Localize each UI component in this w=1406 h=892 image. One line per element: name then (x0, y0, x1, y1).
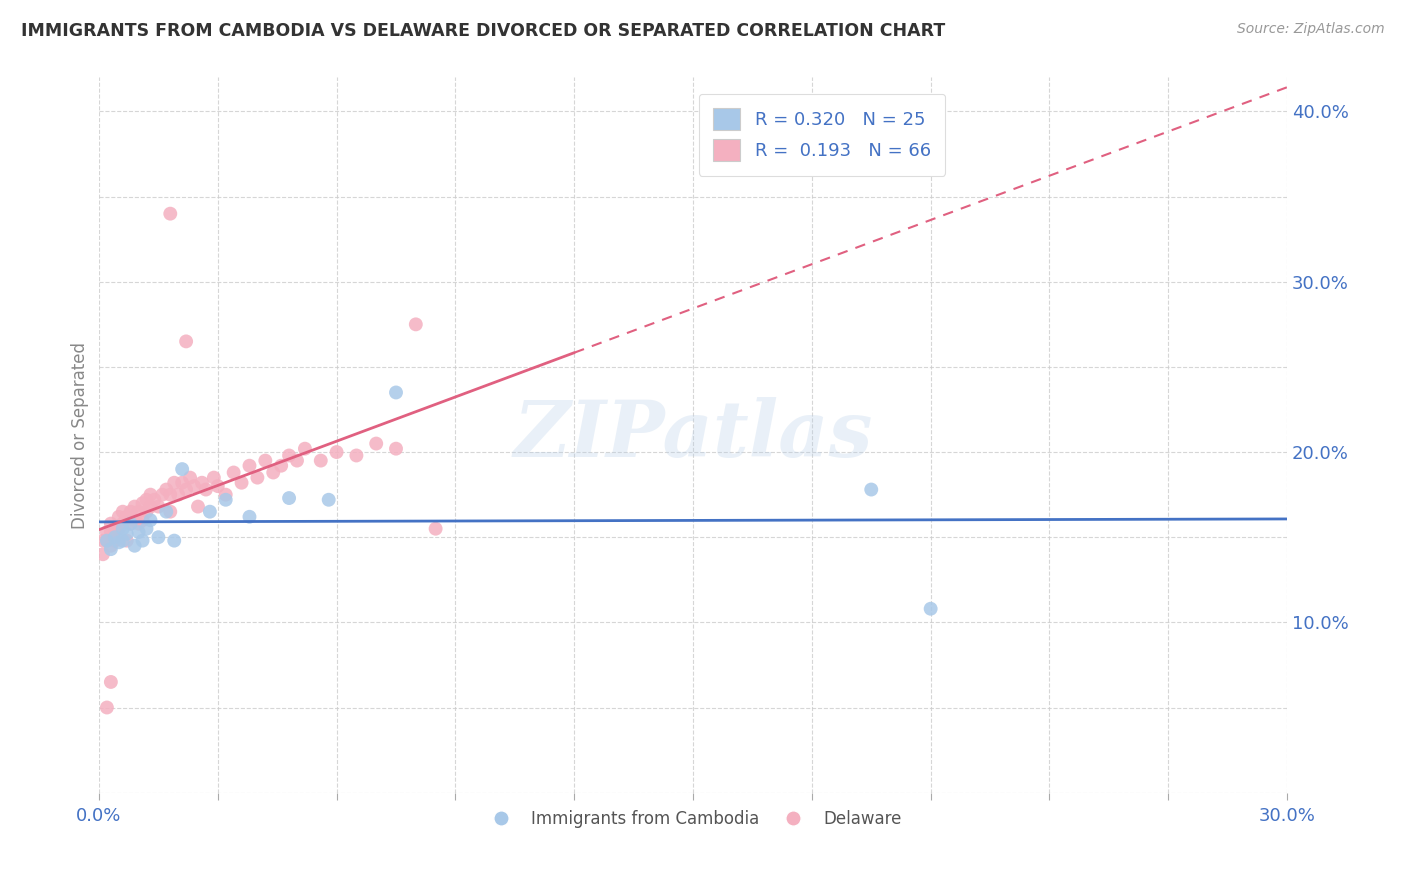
Point (115, 526, 138, 541)
Point (96, 533, 118, 548)
Legend: Immigrants from Cambodia, Delaware: Immigrants from Cambodia, Delaware (478, 803, 908, 834)
Text: Source: ZipAtlas.com: Source: ZipAtlas.com (1237, 22, 1385, 37)
Point (104, 533, 127, 548)
Point (100, 542, 122, 557)
Point (120, 505, 142, 519)
Point (174, 483, 197, 497)
Point (120, 516, 142, 531)
Point (104, 530, 127, 544)
Point (262, 466, 284, 480)
Point (174, 334, 197, 349)
Point (198, 505, 221, 519)
Point (131, 496, 153, 510)
Point (860, 483, 883, 497)
Point (172, 462, 194, 476)
Point (191, 475, 214, 490)
Point (167, 488, 190, 502)
Point (131, 533, 153, 548)
Point (163, 475, 186, 490)
Text: ZIPatlas: ZIPatlas (513, 397, 873, 474)
Point (100, 539, 122, 553)
Point (91, 547, 114, 561)
Point (120, 516, 142, 531)
Point (111, 522, 134, 536)
Point (920, 601, 942, 615)
Point (148, 500, 170, 514)
Point (100, 516, 122, 531)
Point (325, 445, 347, 459)
Point (135, 492, 157, 507)
Point (163, 533, 186, 548)
Point (100, 675, 122, 690)
Point (254, 453, 277, 467)
Point (128, 525, 150, 540)
Point (128, 516, 150, 531)
Point (107, 509, 129, 524)
Point (294, 442, 316, 456)
Point (131, 513, 153, 527)
Point (425, 522, 447, 536)
Point (155, 483, 177, 497)
Point (150, 488, 173, 502)
Point (215, 488, 238, 502)
Point (231, 475, 253, 490)
Point (318, 492, 340, 507)
Point (148, 530, 170, 544)
Point (91, 533, 114, 548)
Point (270, 458, 292, 473)
Point (139, 513, 162, 527)
Point (202, 470, 225, 484)
Point (172, 475, 194, 490)
Point (187, 500, 209, 514)
Point (124, 513, 146, 527)
Point (96, 700, 118, 714)
Point (159, 505, 181, 519)
Text: IMMIGRANTS FROM CAMBODIA VS DELAWARE DIVORCED OR SEPARATED CORRELATION CHART: IMMIGRANTS FROM CAMBODIA VS DELAWARE DIV… (21, 22, 945, 40)
Point (139, 488, 162, 502)
Point (238, 509, 260, 524)
Point (135, 522, 157, 536)
Y-axis label: Divorced or Separated: Divorced or Separated (72, 342, 89, 529)
Point (96, 533, 118, 548)
Point (207, 479, 229, 493)
Point (405, 318, 427, 332)
Point (111, 533, 134, 548)
Point (115, 533, 138, 548)
Point (215, 492, 238, 507)
Point (100, 525, 122, 540)
Point (96, 525, 118, 540)
Point (135, 505, 157, 519)
Point (366, 436, 388, 450)
Point (155, 505, 177, 519)
Point (278, 449, 301, 463)
Point (385, 442, 408, 456)
Point (111, 505, 134, 519)
Point (124, 539, 146, 553)
Point (285, 453, 308, 467)
Point (124, 500, 146, 514)
Point (159, 488, 181, 502)
Point (143, 492, 166, 507)
Point (183, 479, 205, 493)
Point (107, 522, 129, 536)
Point (128, 505, 150, 519)
Point (278, 491, 301, 505)
Point (104, 522, 127, 536)
Point (179, 470, 201, 484)
Point (309, 453, 332, 467)
Point (139, 500, 162, 514)
Point (222, 466, 245, 480)
Point (385, 385, 408, 400)
Point (194, 483, 217, 497)
Point (107, 535, 129, 549)
Point (246, 470, 269, 484)
Point (111, 516, 134, 531)
Point (344, 449, 367, 463)
Point (115, 509, 138, 524)
Point (159, 207, 181, 221)
Point (238, 458, 260, 473)
